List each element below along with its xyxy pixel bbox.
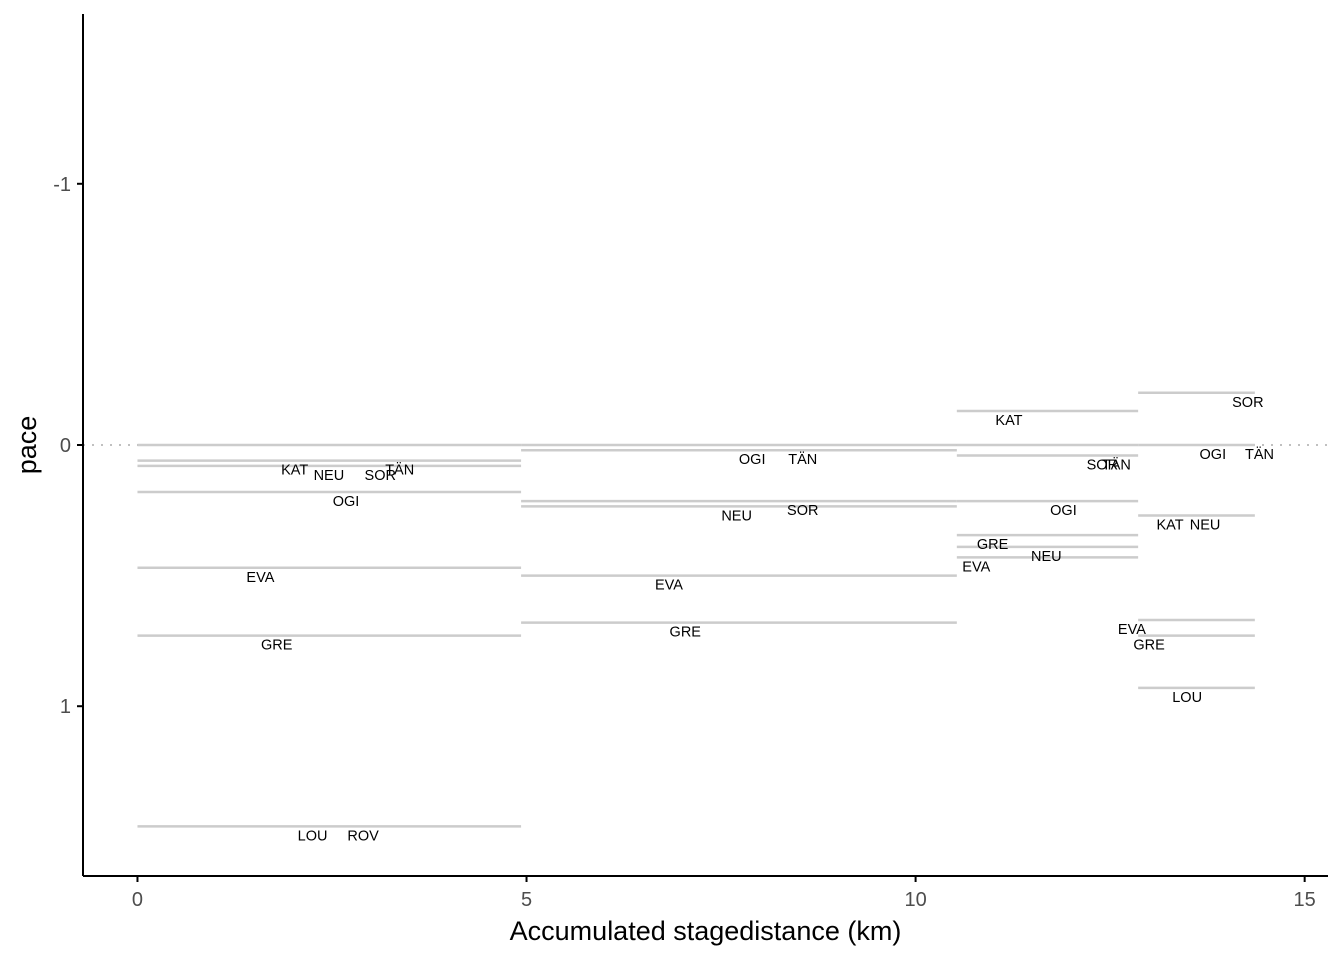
- runner-label: OGI: [739, 452, 766, 468]
- runner-label: SOR: [1087, 457, 1118, 473]
- x-tick-label: 0: [132, 889, 143, 911]
- runner-label: TÄN: [385, 462, 414, 479]
- runner-label: TÄN: [1102, 456, 1131, 473]
- runner-label: TÄN: [1245, 446, 1274, 463]
- runner-label: KAT: [995, 413, 1022, 429]
- runner-label: ROV: [347, 828, 379, 844]
- runner-label: GRE: [261, 638, 293, 654]
- y-tick-label: -1: [53, 174, 71, 196]
- x-axis-ticks: 0 5 10 15: [132, 876, 1316, 911]
- runner-label: OGI: [1050, 503, 1077, 519]
- runner-label: SOR: [365, 468, 396, 484]
- runner-label: NEU: [1190, 518, 1221, 534]
- runner-label: GRE: [977, 537, 1009, 553]
- x-tick-label: 15: [1294, 889, 1316, 911]
- runner-label: SOR: [1232, 395, 1263, 411]
- segments-layer: [137, 391, 1255, 828]
- runner-label: SOR: [787, 503, 818, 519]
- runner-label: KAT: [281, 463, 308, 479]
- y-axis-ticks: -1 0 1: [53, 174, 83, 718]
- runner-label: NEU: [1031, 549, 1062, 565]
- runner-label: LOU: [298, 828, 328, 844]
- runner-label: KAT: [1156, 518, 1183, 534]
- x-tick-label: 10: [904, 889, 926, 911]
- runner-label: TÄN: [788, 451, 817, 468]
- y-tick-label: 1: [60, 696, 71, 718]
- runner-label: OGI: [1200, 447, 1227, 463]
- runner-label: GRE: [1133, 638, 1165, 654]
- runner-label: OGI: [333, 494, 360, 510]
- runner-label: EVA: [1118, 622, 1146, 638]
- y-tick-label: 0: [60, 435, 71, 457]
- x-tick-label: 5: [521, 889, 532, 911]
- runner-label: GRE: [670, 625, 702, 641]
- x-axis-title: Accumulated stagedistance (km): [510, 916, 902, 946]
- runner-label: EVA: [962, 559, 990, 575]
- runner-label: NEU: [314, 468, 345, 484]
- runner-label: EVA: [246, 570, 274, 586]
- runner-label: LOU: [1172, 690, 1202, 706]
- runner-label: EVA: [655, 578, 683, 594]
- y-axis-title: pace: [12, 416, 42, 475]
- runner-label: NEU: [721, 508, 752, 524]
